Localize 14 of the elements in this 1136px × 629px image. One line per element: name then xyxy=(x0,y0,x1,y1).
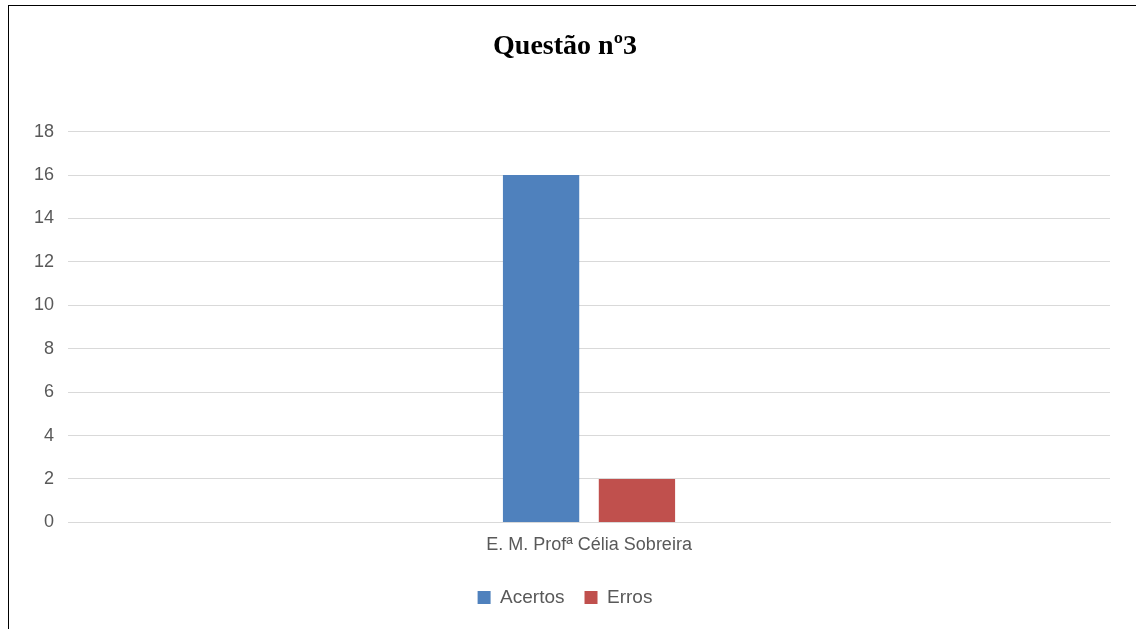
y-tick-label: 18 xyxy=(33,120,55,141)
y-tick-label: 6 xyxy=(44,381,55,402)
y-tick-label: 12 xyxy=(33,250,55,271)
y-tick-label: 8 xyxy=(44,337,55,358)
legend-label: Acertos xyxy=(500,585,565,607)
x-tick-label: E. M. Profª Célia Sobreira xyxy=(486,534,693,555)
y-tick-label: 16 xyxy=(33,163,55,184)
chart-title: Questão nº3 xyxy=(493,29,637,61)
y-tick-label: 10 xyxy=(33,294,55,315)
legend-label: Erros xyxy=(607,585,653,607)
y-tick-label: 2 xyxy=(44,467,55,488)
y-tick-label: 14 xyxy=(33,207,55,228)
y-tick-label: 4 xyxy=(44,424,55,445)
y-tick-label: 0 xyxy=(44,511,55,532)
